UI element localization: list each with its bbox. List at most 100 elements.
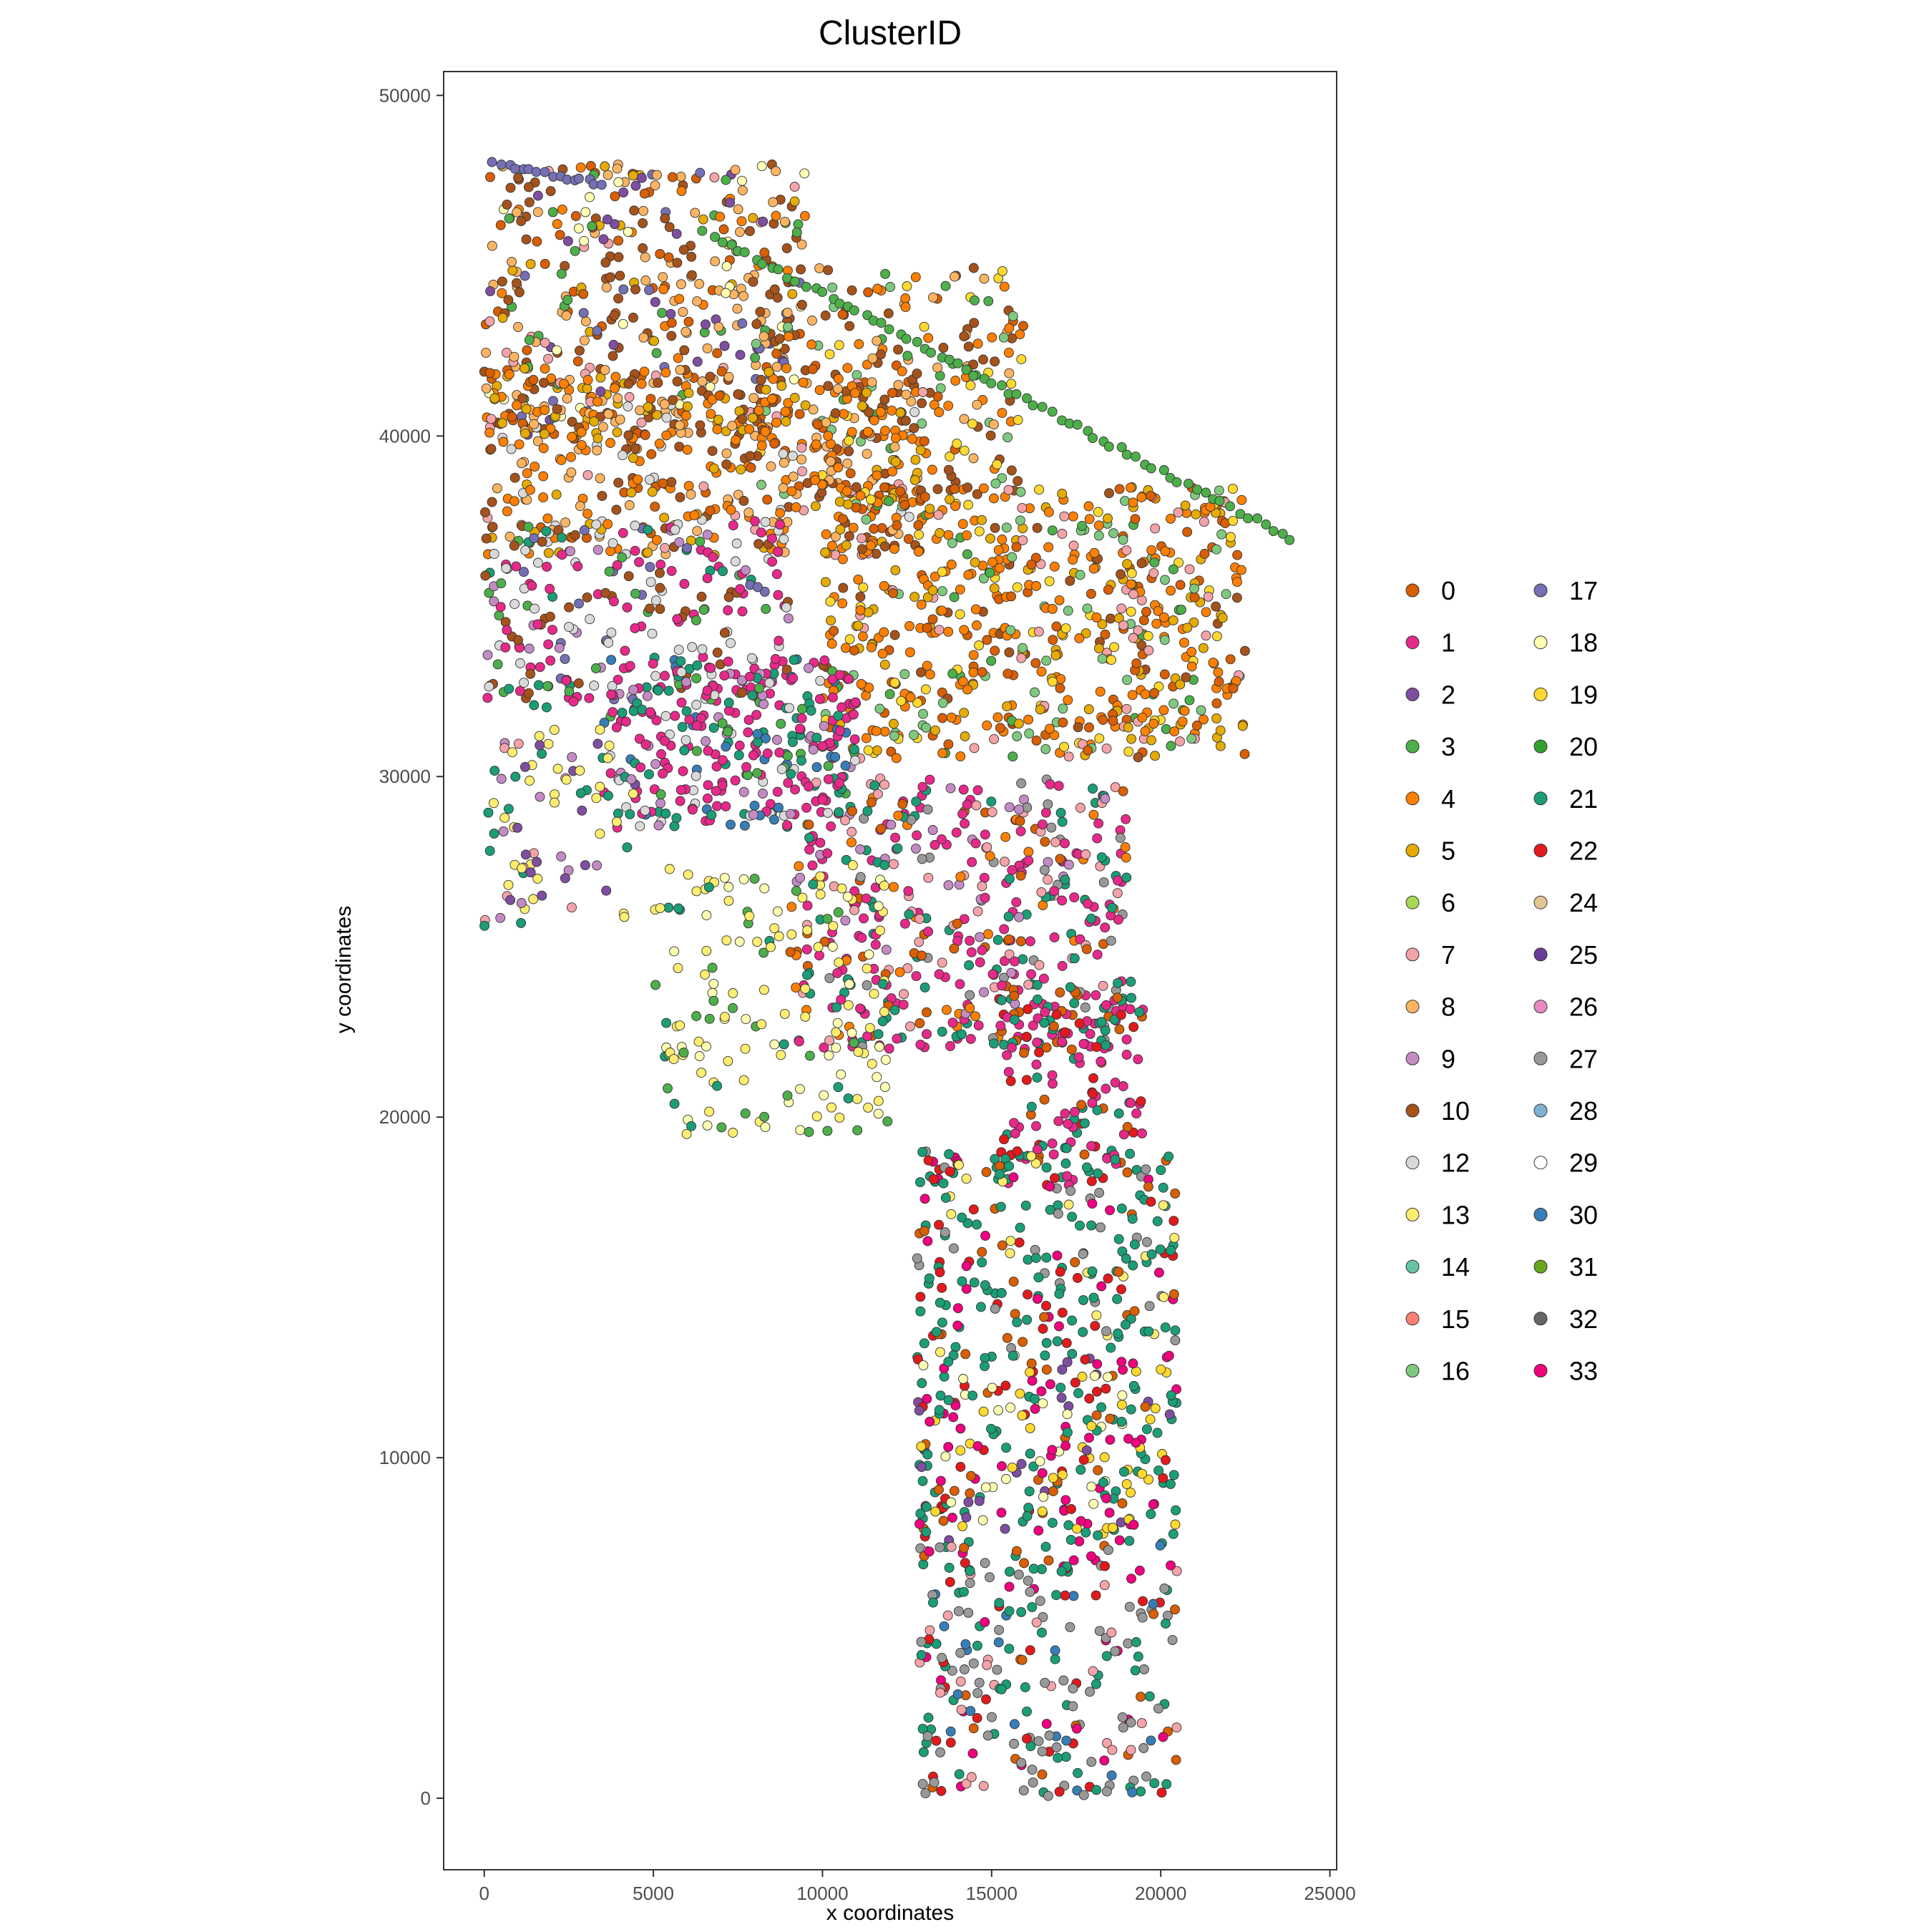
- cluster-2-point: [630, 180, 641, 191]
- cluster-4-point: [997, 535, 1008, 545]
- cluster-13-point: [604, 741, 615, 751]
- cluster-5-point: [1013, 718, 1024, 729]
- cluster-10-point: [545, 186, 556, 197]
- cluster-1-point: [622, 602, 633, 613]
- cluster-3-point: [880, 268, 891, 279]
- cluster-22-point: [1014, 1237, 1025, 1248]
- cluster-0-point: [1140, 1402, 1151, 1412]
- cluster-10-point: [513, 172, 524, 183]
- cluster-13-point: [815, 889, 826, 899]
- cluster-3-point: [849, 305, 859, 316]
- cluster-22-point: [955, 1462, 966, 1472]
- cluster-5-point: [1122, 559, 1133, 570]
- cluster-21-point: [1155, 1244, 1166, 1255]
- cluster-5-point: [763, 366, 774, 377]
- cluster-19-point: [963, 499, 974, 510]
- cluster-12-point: [519, 678, 530, 688]
- cluster-13-point: [874, 925, 885, 936]
- cluster-17-point: [695, 167, 706, 178]
- cluster-8-point: [893, 380, 904, 391]
- cluster-0-point: [966, 1470, 976, 1481]
- cluster-10-point: [712, 647, 723, 658]
- cluster-1-point: [675, 796, 686, 806]
- cluster-21-point: [1113, 1328, 1123, 1339]
- x-tick-label: 20000: [1135, 1883, 1186, 1904]
- cluster-4-point: [879, 726, 890, 737]
- cluster-22-point: [1136, 1096, 1146, 1107]
- cluster-0-point: [886, 746, 897, 757]
- cluster-19-point: [1228, 515, 1238, 526]
- cluster-30-point: [945, 1726, 956, 1737]
- cluster-4-point: [1146, 545, 1157, 555]
- cluster-0-point: [949, 943, 960, 954]
- cluster-3-point: [570, 245, 580, 256]
- cluster-33-point: [1134, 1566, 1145, 1576]
- cluster-3-point: [782, 751, 793, 761]
- cluster-7-point: [937, 957, 947, 968]
- cluster-13-point: [534, 731, 545, 741]
- cluster-19-point: [1047, 676, 1058, 687]
- cluster-4-point: [1137, 712, 1148, 723]
- cluster-17-point: [645, 562, 655, 572]
- cluster-3-point: [884, 324, 894, 335]
- cluster-16-point: [1008, 311, 1018, 321]
- cluster-8-point: [492, 483, 502, 494]
- cluster-10-point: [990, 356, 1000, 367]
- cluster-5-point: [826, 615, 836, 626]
- cluster-1-point: [568, 696, 579, 707]
- cluster-7-point: [1031, 1617, 1042, 1628]
- cluster-1-point: [1010, 1128, 1020, 1139]
- cluster-3-point: [717, 237, 728, 248]
- cluster-33-point: [1084, 1433, 1094, 1443]
- cluster-8-point: [872, 336, 882, 346]
- cluster-12-point: [676, 667, 687, 678]
- cluster-21-point: [1131, 1637, 1141, 1647]
- cluster-21-point: [1025, 1448, 1035, 1459]
- cluster-3-point: [717, 718, 728, 728]
- cluster-7-point: [1059, 511, 1070, 522]
- cluster-19-point: [889, 678, 900, 688]
- cluster-0-point: [943, 739, 954, 750]
- cluster-19-point: [866, 494, 876, 505]
- legend-key-15: [1405, 1312, 1420, 1326]
- legend-label-12: 12: [1441, 1148, 1470, 1178]
- cluster-21-point: [1161, 1779, 1172, 1790]
- cluster-1-point: [612, 560, 623, 570]
- cluster-21-point: [862, 806, 873, 816]
- cluster-5-point: [789, 393, 800, 403]
- cluster-21-point: [673, 903, 684, 914]
- cluster-18-point: [721, 288, 731, 298]
- legend-key-8: [1405, 1000, 1420, 1014]
- cluster-5-point: [800, 400, 811, 411]
- cluster-10-point: [497, 276, 507, 287]
- cluster-8-point: [675, 171, 686, 182]
- cluster-1-point: [1028, 1020, 1038, 1031]
- cluster-4-point: [689, 510, 700, 521]
- cluster-0-point: [888, 588, 898, 598]
- cluster-5-point: [497, 313, 508, 323]
- cluster-9-point: [1014, 804, 1025, 815]
- cluster-12-point: [608, 538, 618, 549]
- cluster-10-point: [570, 530, 580, 540]
- cluster-21-point: [1027, 1601, 1038, 1612]
- cluster-10-point: [573, 678, 584, 688]
- cluster-1-point: [959, 914, 970, 924]
- cluster-3-point: [587, 221, 597, 231]
- cluster-1-point: [1032, 1037, 1043, 1048]
- cluster-1-point: [702, 793, 713, 804]
- cluster-10-point: [505, 182, 516, 193]
- cluster-0-point: [1018, 321, 1028, 331]
- cluster-33-point: [1128, 1519, 1139, 1530]
- cluster-8-point: [692, 526, 703, 537]
- cluster-1-point: [915, 1039, 926, 1050]
- cluster-9-point: [702, 530, 713, 540]
- cluster-1-point: [1060, 1108, 1070, 1119]
- cluster-21-point: [1065, 982, 1075, 992]
- cluster-10-point: [600, 257, 611, 268]
- cluster-4-point: [840, 643, 851, 653]
- cluster-21-point: [653, 685, 663, 696]
- cluster-1-point: [511, 561, 522, 572]
- cluster-13-point: [619, 912, 630, 922]
- cluster-1-point: [957, 809, 968, 819]
- cluster-27-point: [1065, 1186, 1076, 1196]
